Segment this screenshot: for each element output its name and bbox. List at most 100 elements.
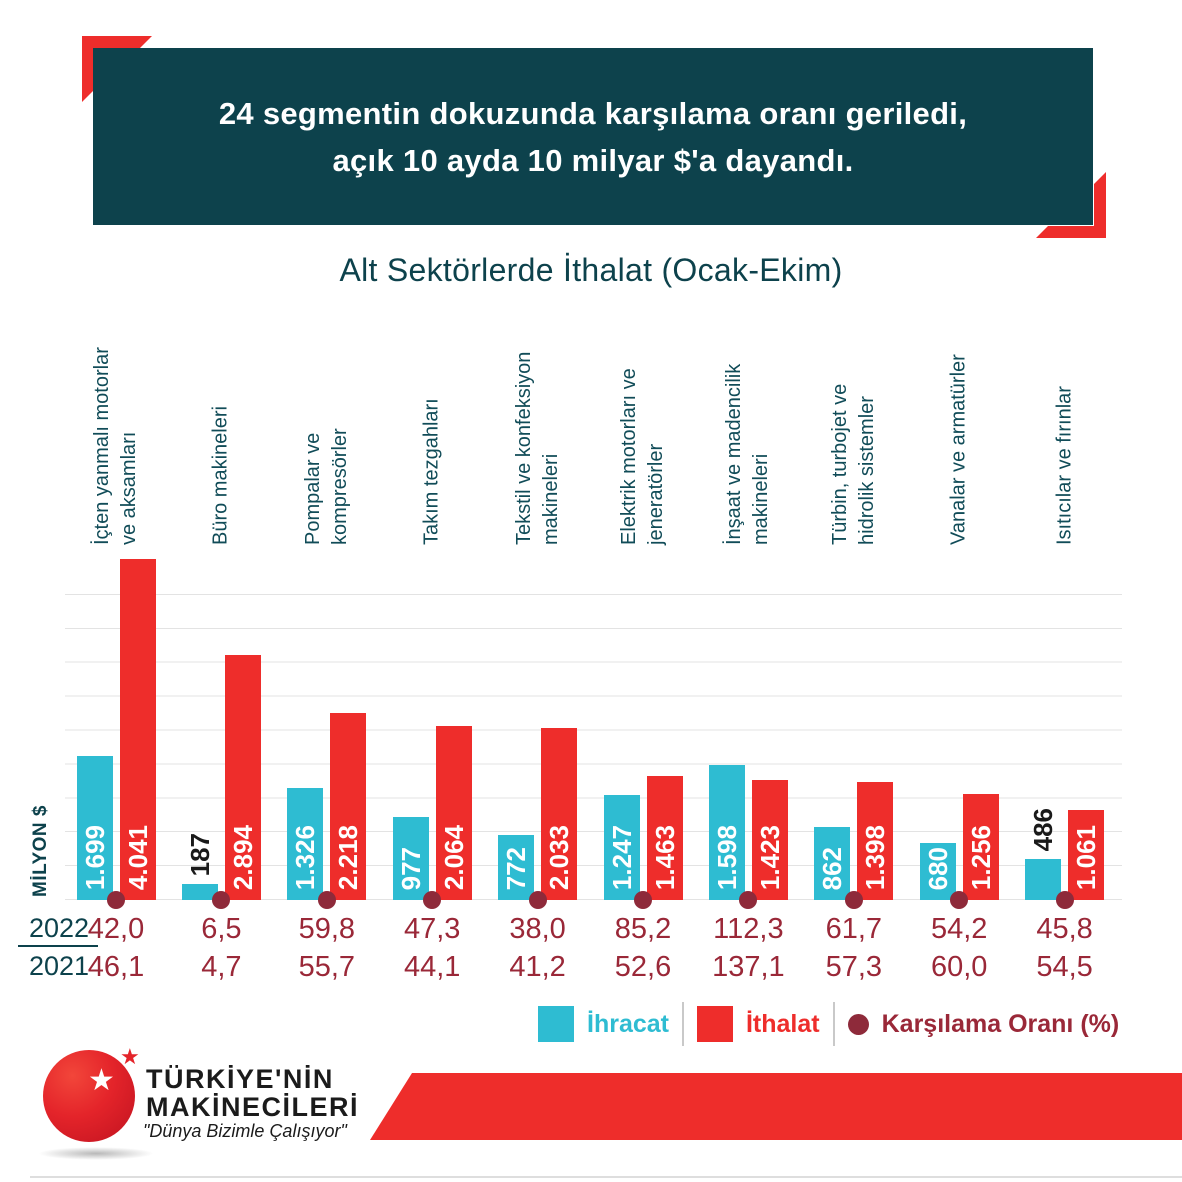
bar-value-label: 1.463 [649,824,680,890]
brand-name-line1: TÜRKİYE'NİN [146,1064,334,1094]
ratio-value-2022: 38,0 [509,913,566,945]
import-bar [1068,810,1105,900]
ratio-value-2022: 45,8 [1036,913,1093,945]
export-bar [603,795,640,900]
ratio-value-2021: 60,0 [930,951,988,983]
ratio-dot [423,891,442,909]
import-bar [435,726,472,900]
ratio-value-2022: 6,5 [201,913,242,945]
bar-value-label: 977 [395,846,426,890]
export-bar [76,756,113,900]
ratio-value-2022: 112,3 [713,913,784,945]
bar-value-label: 1.398 [860,824,891,890]
chart-title: Alt Sektörlerde İthalat (Ocak-Ekim) [339,252,843,288]
year-divider [18,945,98,947]
export-bar [919,843,956,900]
ratio-dot [107,891,125,909]
category-label: Türbin, turbojet ve hidrolik sistemler [828,383,878,545]
ratio-value-2022: 61,7 [825,913,883,945]
ratio-dot [739,891,758,909]
category-label: Tekstil ve konfeksiyon makineleri [512,351,562,545]
ratio-value-2021: 57,3 [825,951,883,983]
import-bar [751,780,788,900]
category-label: Vanalar ve armatürler [947,354,970,545]
banner-line-1: 24 segmentin dokuzunda karşılama oranı g… [218,95,968,131]
bar-value-label: 680 [922,846,953,890]
brand-slogan: "Dünya Bizimle Çalışıyor" [143,1121,347,1141]
ratio-dot [212,891,231,909]
ratio-dot [317,891,336,909]
logo-small-star-icon: ★ [120,1044,140,1069]
category-label: Isıtıcılar ve fırınlar [1053,386,1076,545]
export-bar [181,884,218,900]
bar-value-label: 2.894 [227,824,258,890]
bar-value-label: 4.041 [122,824,153,890]
legend: İhracat İthalat Karşılama Oranı (%) [538,1002,1119,1046]
export-bar [708,765,745,900]
ratio-value-2022: 59,8 [298,913,356,945]
ratio-value-2021: 46,1 [87,951,145,983]
export-bar [1025,859,1062,900]
logo-sphere [43,1050,135,1142]
ratio-value-2022: 47,3 [403,913,461,945]
export-bar [287,788,324,900]
ratio-dot [634,891,652,909]
bar-value-label: 1.699 [79,824,110,890]
export-bar [814,827,851,900]
category-label: Büro makineleri [209,406,232,545]
category-label: Takım tezgahları [420,398,443,545]
ratio-value-2021: 52,6 [614,951,672,983]
export-bar [392,817,429,900]
bar-value-label: 1.061 [1071,824,1102,890]
export-bar [498,835,535,900]
ratio-value-2021: 41,2 [509,951,566,983]
import-bar [857,782,894,900]
ratio-value-2021: 4,7 [201,951,242,983]
category-label: İçten yanmalı motorlar ve aksamları [91,347,140,545]
legend-ratio-label: Karşılama Oranı (%) [881,1009,1120,1038]
category-label: Pompalar ve kompresörler [301,428,351,545]
import-bar [646,776,683,900]
bar-value-label: 2.033 [544,824,575,890]
bar-value-label: 187 [184,832,215,876]
import-bar [541,728,578,900]
import-bar [330,713,367,900]
ratio-value-2021: 54,5 [1036,951,1093,983]
ratio-dot [950,891,969,909]
bar-value-label: 1.247 [606,824,637,890]
ratio-value-2021: 55,7 [298,951,356,983]
legend-divider [832,1002,835,1046]
y-axis-label: MİLYON $ [30,805,51,897]
import-bar [962,794,999,900]
bar-value-label: 1.326 [290,824,321,890]
ratio-dot [528,891,547,909]
bar-value-label: 2.064 [438,824,469,890]
bar-value-label: 2.218 [333,824,364,890]
ratio-dot [844,891,863,909]
category-label: Elektrik motorları ve jeneratörler [618,368,667,545]
logo-shadow [38,1147,154,1160]
footer-ribbon [370,1073,1182,1140]
legend-export-label: İhracat [587,1009,669,1038]
logo-star-icon: ★ [88,1064,115,1097]
import-bar [224,655,261,900]
year-2022-label: 2022 [28,913,90,943]
footer-divider-line [30,1176,1182,1178]
banner-line-2: açık 10 ayda 10 milyar $'a dayandı. [332,142,854,178]
ratio-value-2022: 85,2 [614,913,672,945]
bar-value-label: 772 [501,846,532,890]
header-banner: 24 segmentin dokuzunda karşılama oranı g… [93,48,1093,225]
legend-export-swatch [538,1006,574,1042]
ratio-value-2022: 54,2 [930,913,988,945]
bar-value-label: 862 [817,846,848,890]
ratio-value-2021: 44,1 [403,951,461,983]
ratio-value-2022: 42,0 [87,913,145,945]
bar-value-label: 486 [1028,807,1059,851]
ratio-value-2021: 137,1 [712,951,785,983]
category-label: İnşaat ve madencilik makineleri [723,363,773,545]
legend-divider [681,1002,684,1046]
brand-name-line2: MAKİNECİLERİ [146,1092,359,1122]
legend-import-swatch [696,1006,733,1042]
ratio-dot [1055,891,1074,909]
